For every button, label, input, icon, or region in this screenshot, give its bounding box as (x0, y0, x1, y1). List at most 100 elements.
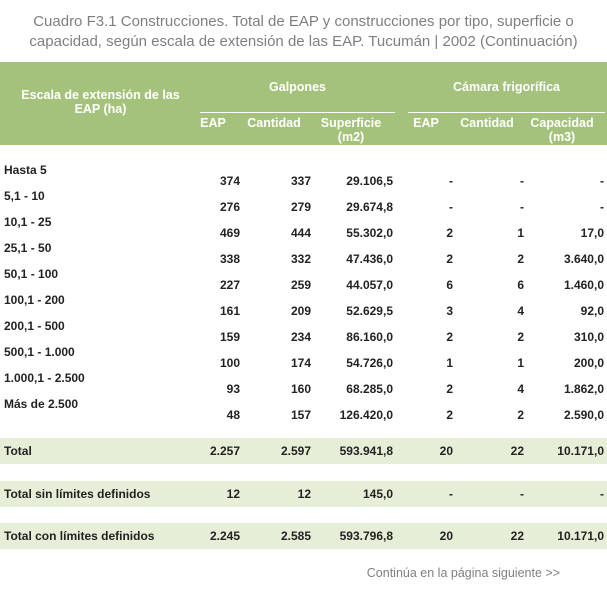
column-header: Cantidad (247, 116, 301, 130)
row-label: 1.000,1 - 2.500 (4, 371, 85, 385)
cell: 338 (219, 252, 240, 266)
cell: 1 (517, 356, 524, 370)
cell: 4 (517, 382, 524, 396)
cell: 374 (219, 174, 240, 188)
cell: 2 (446, 252, 453, 266)
cell: 92,0 (580, 304, 604, 318)
cell: 1 (446, 356, 453, 370)
cell: 47.436,0 (346, 252, 393, 266)
total-cell: 10.171,0 (557, 444, 604, 458)
title: Cuadro F3.1 Construcciones. Total de EAP… (29, 13, 578, 50)
total-cell: - (520, 487, 524, 501)
row-label: 200,1 - 500 (4, 319, 65, 333)
cell: 337 (290, 174, 311, 188)
column-header: Capacidad (m3) (530, 116, 594, 144)
cell: 161 (219, 304, 240, 318)
total-cell: 2.257 (209, 444, 240, 458)
total-cell: 2.245 (209, 529, 240, 543)
cell: 332 (290, 252, 311, 266)
cell: 54.726,0 (346, 356, 393, 370)
cell: 3.640,0 (563, 252, 604, 266)
cell: 444 (290, 226, 311, 240)
row-label: Hasta 5 (4, 163, 47, 177)
cell: 52.629,5 (346, 304, 393, 318)
column-header: EAP (413, 116, 439, 130)
total-band (0, 523, 607, 549)
table-header (0, 62, 607, 145)
cell: 4 (517, 304, 524, 318)
cell: 160 (290, 382, 311, 396)
group-header: Galpones (269, 80, 326, 94)
continue-note[interactable]: Continúa en la página siguiente >> (366, 566, 560, 580)
cell: 310,0 (573, 330, 604, 344)
total-band (0, 438, 607, 464)
cell: 469 (219, 226, 240, 240)
cell: 157 (290, 408, 311, 422)
total-cell: 145,0 (362, 487, 393, 501)
cell: - (520, 174, 524, 188)
cell: - (600, 174, 604, 188)
cell: 1.460,0 (563, 278, 604, 292)
cell: 86.160,0 (346, 330, 393, 344)
cell: 2.590,0 (563, 408, 604, 422)
row-label: Más de 2.500 (4, 397, 79, 411)
cell: 174 (290, 356, 311, 370)
cell: 209 (290, 304, 311, 318)
cell: - (520, 200, 524, 214)
cell: 17,0 (580, 226, 604, 240)
column-header: EAP (200, 116, 226, 130)
cell: 55.302,0 (346, 226, 393, 240)
cell: 2 (446, 226, 453, 240)
total-cell: 12 (226, 487, 240, 501)
row-label: 5,1 - 10 (4, 189, 45, 203)
total-cell: 2.597 (280, 444, 311, 458)
cell: 2 (446, 330, 453, 344)
row-label: 25,1 - 50 (4, 241, 52, 255)
total-label: Total sin límites definidos (4, 487, 151, 501)
cell: 93 (226, 382, 240, 396)
cell: 159 (219, 330, 240, 344)
cell: 2 (446, 408, 453, 422)
row-label: 500,1 - 1.000 (4, 345, 75, 359)
cell: 259 (290, 278, 311, 292)
group-underline (200, 112, 395, 113)
total-cell: 22 (510, 529, 524, 543)
total-cell: 12 (297, 487, 311, 501)
cell: 234 (290, 330, 311, 344)
total-cell: 22 (510, 444, 524, 458)
column-header: Cantidad (460, 116, 514, 130)
row-label: 50,1 - 100 (4, 267, 59, 281)
total-cell: 593.941,8 (339, 444, 393, 458)
group-header: Cámara frigorífica (453, 80, 560, 94)
cell: - (449, 200, 453, 214)
stub-header: Escala de extensión de las EAP (ha) (21, 88, 180, 116)
cell: - (449, 174, 453, 188)
total-band (0, 481, 607, 507)
cell: 100 (219, 356, 240, 370)
cell: 29.106,5 (346, 174, 393, 188)
cell: 2 (446, 382, 453, 396)
cell: 2 (517, 252, 524, 266)
cell: 2 (517, 408, 524, 422)
total-cell: 593.796,8 (339, 529, 393, 543)
cell: 3 (446, 304, 453, 318)
cell: 227 (219, 278, 240, 292)
total-cell: 10.171,0 (557, 529, 604, 543)
cell: 2 (517, 330, 524, 344)
cell: 1 (517, 226, 524, 240)
cell: 68.285,0 (346, 382, 393, 396)
cell: 6 (446, 278, 453, 292)
total-cell: - (449, 487, 453, 501)
group-underline (408, 112, 605, 113)
cell: 279 (290, 200, 311, 214)
cell: 126.420,0 (339, 408, 393, 422)
total-cell: - (600, 487, 604, 501)
total-label: Total con límites definidos (4, 529, 155, 543)
cell: - (600, 200, 604, 214)
cell: 1.862,0 (563, 382, 604, 396)
total-cell: 2.585 (280, 529, 311, 543)
total-cell: 20 (439, 444, 453, 458)
cell: 200,0 (573, 356, 604, 370)
cell: 6 (517, 278, 524, 292)
row-label: 10,1 - 25 (4, 215, 52, 229)
